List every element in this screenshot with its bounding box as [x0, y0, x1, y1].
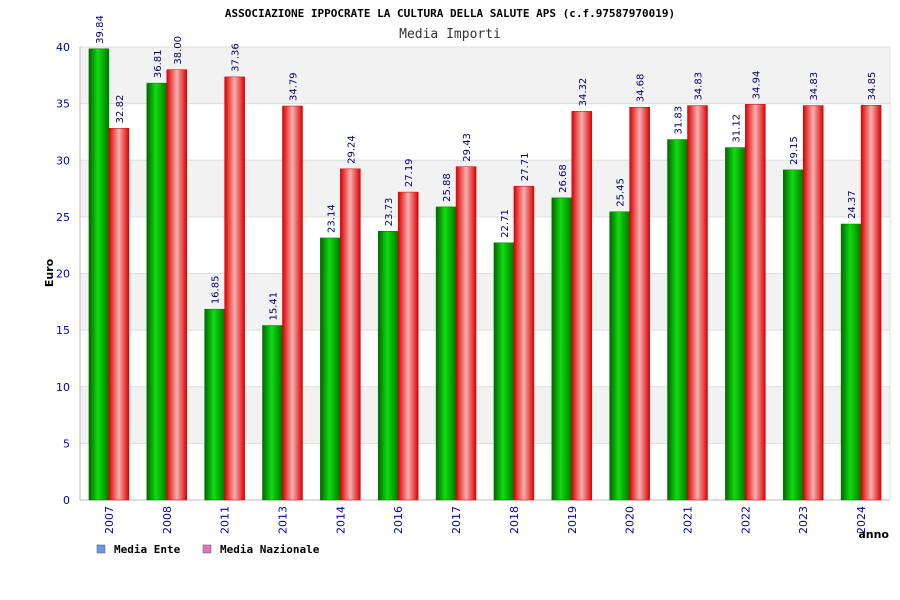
data-label: 27.19 — [404, 158, 415, 187]
bar-nazionale — [282, 105, 303, 501]
x-tick-label: 2021 — [682, 506, 695, 534]
bar-ente — [88, 48, 110, 501]
bar-nazionale — [340, 168, 361, 501]
legend-swatch — [96, 544, 106, 554]
data-label: 16.85 — [211, 276, 222, 305]
data-label: 38.00 — [173, 36, 184, 65]
x-tick-label: 2013 — [277, 506, 290, 534]
x-tick-label: 2023 — [797, 506, 810, 534]
bar-nazionale — [629, 106, 650, 501]
x-tick-label: 2014 — [334, 506, 347, 534]
bar-ente — [204, 308, 225, 501]
x-tick-label: 2016 — [392, 506, 405, 534]
data-label: 37.36 — [231, 43, 242, 72]
y-axis-ticks: 0 5 10 15 20 25 30 35 40 — [56, 41, 70, 507]
y-tick-label: 5 — [63, 437, 70, 450]
data-label: 34.32 — [578, 78, 589, 107]
data-label: 34.68 — [636, 74, 647, 103]
x-tick-label: 2017 — [450, 506, 463, 534]
bar-nazionale — [513, 185, 535, 501]
data-label: 25.45 — [616, 178, 627, 207]
chart-subtitle: Media Importi — [399, 27, 501, 42]
x-tick-label: 2018 — [508, 506, 521, 534]
bar-ente — [435, 206, 457, 501]
y-tick-label: 20 — [56, 268, 70, 281]
bar-nazionale — [108, 128, 130, 501]
y-tick-label: 25 — [56, 211, 70, 224]
data-label: 39.84 — [95, 15, 106, 44]
data-label: 36.81 — [153, 49, 164, 78]
y-axis-label: Euro — [43, 258, 56, 287]
chart-title: ASSOCIAZIONE IPPOCRATE LA CULTURA DELLA … — [225, 7, 675, 20]
data-label: 29.43 — [462, 133, 473, 162]
data-label: 26.68 — [558, 164, 569, 193]
data-label: 34.83 — [694, 72, 705, 101]
data-label: 31.12 — [731, 114, 742, 143]
legend-label: Media Nazionale — [220, 543, 320, 556]
grid-band — [80, 160, 890, 217]
bar-ente — [493, 242, 515, 501]
bar-nazionale — [745, 104, 766, 501]
bar-ente — [725, 147, 746, 501]
x-tick-label: 2024 — [855, 506, 868, 534]
bar-ente — [262, 325, 283, 501]
x-tick-label: 2022 — [739, 506, 752, 534]
legend: Media Ente Media Nazionale — [96, 543, 320, 556]
data-label: 34.94 — [751, 71, 762, 100]
data-label: 31.83 — [674, 106, 685, 135]
bar-nazionale — [166, 69, 188, 501]
data-label: 34.79 — [289, 72, 300, 101]
y-tick-label: 40 — [56, 41, 70, 54]
y-tick-label: 30 — [56, 154, 70, 167]
x-tick-label: 2011 — [219, 506, 232, 534]
x-tick-label: 2007 — [103, 506, 116, 534]
data-label: 25.88 — [442, 173, 453, 202]
data-label: 22.71 — [500, 209, 511, 238]
data-label: 29.24 — [346, 135, 357, 164]
x-tick-label: 2019 — [566, 506, 579, 534]
x-tick-label: 2020 — [624, 506, 637, 534]
x-axis-ticks: 2007 2008 2011 2013 2014 2016 2017 2018 2019 2020… — [103, 506, 868, 534]
data-label: 27.71 — [520, 153, 531, 182]
data-label: 24.37 — [847, 190, 858, 219]
bar-nazionale — [860, 105, 882, 501]
bar-ente — [782, 169, 804, 501]
y-tick-label: 0 — [63, 494, 70, 507]
y-tick-label: 35 — [56, 98, 70, 111]
data-labels: 39.84 32.82 36.81 38.00 16.85 37.36 15.41 34.79… — [95, 15, 878, 320]
bar-nazionale — [687, 105, 708, 501]
bar-ente — [146, 82, 168, 501]
grid-band — [80, 47, 890, 104]
bar-nazionale — [397, 191, 419, 501]
bar-ente — [320, 237, 341, 501]
bar-nazionale — [802, 105, 824, 501]
data-label: 34.83 — [809, 72, 820, 101]
legend-swatch — [202, 544, 212, 554]
data-label: 23.73 — [384, 198, 395, 227]
x-tick-label: 2008 — [161, 506, 174, 534]
data-label: 23.14 — [326, 204, 337, 233]
bar-ente — [609, 211, 630, 501]
x-axis-label: anno — [858, 528, 889, 541]
legend-label: Media Ente — [114, 543, 181, 556]
data-label: 15.41 — [269, 292, 280, 321]
bar-ente — [840, 223, 862, 501]
y-tick-label: 15 — [56, 324, 70, 337]
grid-band — [80, 386, 890, 444]
bar-ente — [377, 231, 399, 501]
bar-nazionale — [455, 166, 477, 501]
y-tick-label: 10 — [56, 381, 70, 394]
bar-nazionale — [224, 76, 245, 501]
bar-nazionale — [571, 111, 593, 501]
data-label: 32.82 — [115, 95, 126, 124]
grid-band — [80, 273, 890, 331]
bars — [88, 48, 882, 501]
bar-ente — [667, 139, 688, 501]
data-label: 29.15 — [789, 136, 800, 165]
data-label: 34.85 — [867, 72, 878, 101]
bar-ente — [551, 197, 573, 501]
